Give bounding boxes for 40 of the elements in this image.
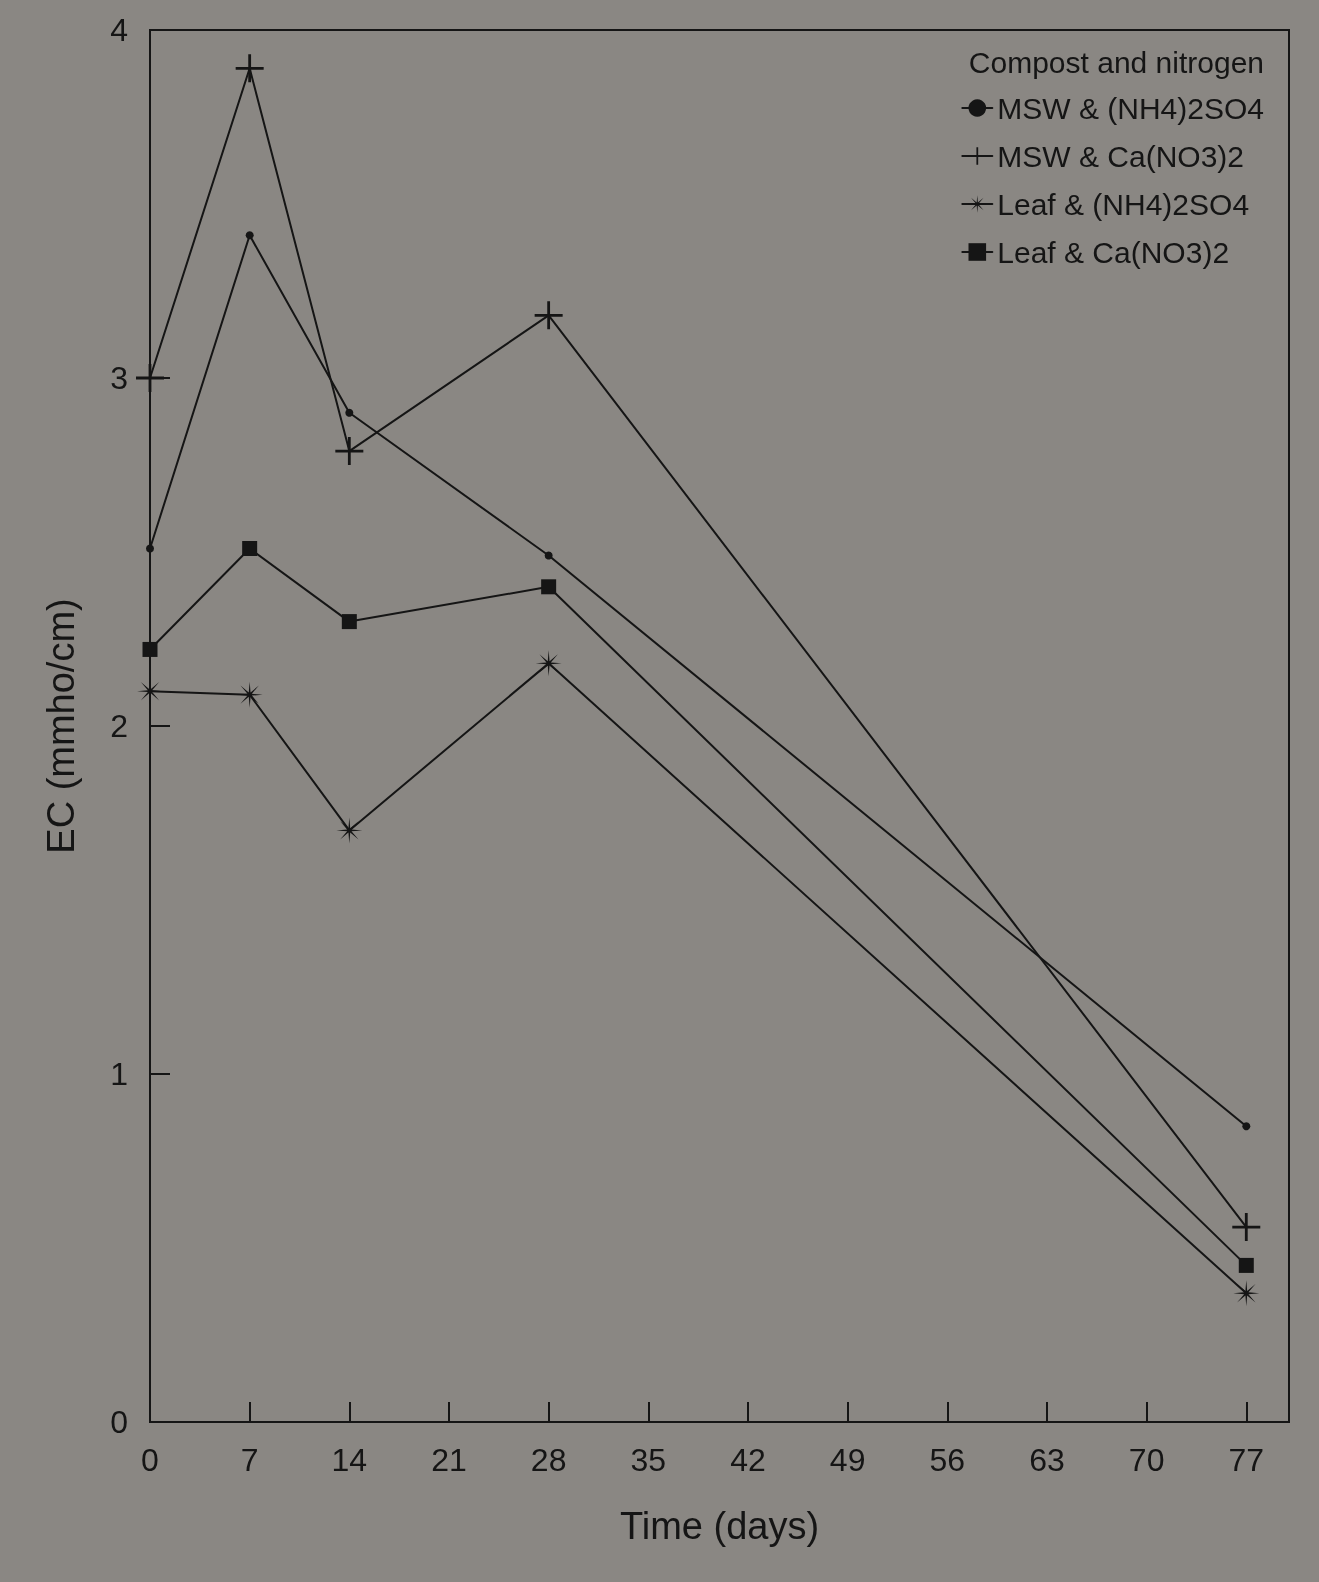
legend-label: MSW & (NH4)2SO4 — [997, 91, 1265, 125]
x-tick-label: 63 — [1029, 1442, 1065, 1478]
x-tick-label: 7 — [240, 1442, 259, 1478]
point — [1238, 1257, 1254, 1273]
y-tick-label: 0 — [110, 1404, 128, 1440]
x-tick-label: 42 — [730, 1442, 766, 1478]
x-tick-label: 77 — [1228, 1442, 1265, 1478]
legend-title: Compost and nitrogen — [968, 45, 1265, 79]
point — [235, 54, 264, 83]
y-tick-label: 3 — [110, 360, 128, 396]
point — [544, 551, 553, 560]
point — [142, 641, 158, 657]
legend-label: Leaf & (NH4)2SO4 — [997, 187, 1250, 221]
point — [341, 614, 357, 630]
x-tick-label: 70 — [1128, 1442, 1165, 1478]
x-tick-label: 56 — [929, 1442, 966, 1478]
legend-label: Leaf & Ca(NO3)2 — [997, 235, 1230, 269]
y-tick-label: 4 — [110, 12, 128, 48]
point — [335, 437, 364, 466]
x-tick-label: 0 — [141, 1442, 159, 1478]
x-tick-label: 35 — [630, 1442, 667, 1478]
x-axis-title: Time (days) — [619, 1505, 820, 1547]
point — [1232, 1213, 1261, 1242]
y-tick-label: 2 — [110, 708, 128, 744]
point — [541, 579, 557, 595]
point — [345, 408, 354, 417]
y-tick-label: 1 — [110, 1056, 128, 1092]
x-tick-label: 28 — [530, 1442, 567, 1478]
point — [336, 817, 363, 844]
point — [1242, 1122, 1251, 1131]
x-tick-label: 21 — [431, 1442, 467, 1478]
point — [245, 231, 254, 240]
point — [534, 301, 563, 330]
legend-label: MSW & Ca(NO3)2 — [997, 139, 1244, 173]
x-tick-label: 49 — [829, 1442, 866, 1478]
x-tick-label: 14 — [331, 1442, 368, 1478]
point — [535, 650, 562, 677]
point — [146, 544, 154, 553]
y-axis-title: EC (mmho/cm) — [40, 598, 82, 854]
point — [242, 541, 258, 557]
